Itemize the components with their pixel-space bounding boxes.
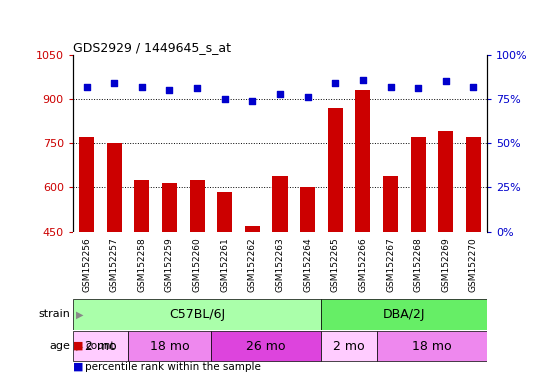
Text: GSM152266: GSM152266 [358, 237, 367, 292]
Text: 18 mo: 18 mo [150, 340, 189, 353]
Bar [73, 300, 321, 329]
Text: ■: ■ [73, 362, 87, 372]
Text: ▶: ▶ [76, 341, 83, 351]
Bar [73, 331, 128, 361]
Text: GSM152259: GSM152259 [165, 237, 174, 292]
Text: GSM152269: GSM152269 [441, 237, 450, 292]
Bar [162, 183, 177, 364]
Point [110, 80, 119, 86]
Bar [355, 90, 371, 364]
Bar [79, 137, 94, 364]
Text: GSM152265: GSM152265 [331, 237, 340, 292]
Bar [328, 108, 343, 364]
Text: GSM152260: GSM152260 [193, 237, 202, 292]
Text: GSM152262: GSM152262 [248, 237, 257, 291]
Text: 2 mo: 2 mo [85, 340, 116, 353]
Text: 18 mo: 18 mo [412, 340, 452, 353]
Text: ▶: ▶ [76, 310, 83, 319]
Text: GDS2929 / 1449645_s_at: GDS2929 / 1449645_s_at [73, 41, 231, 54]
Bar [134, 180, 150, 364]
Text: DBA/2J: DBA/2J [383, 308, 426, 321]
Point [82, 84, 91, 90]
Bar [466, 137, 481, 364]
Text: age: age [49, 341, 70, 351]
Text: 26 mo: 26 mo [246, 340, 286, 353]
Bar [438, 131, 454, 364]
Bar [106, 143, 122, 364]
Text: GSM152263: GSM152263 [276, 237, 284, 292]
Bar [128, 331, 211, 361]
Bar [217, 192, 232, 364]
Point [276, 91, 284, 97]
Point [331, 80, 340, 86]
Point [386, 84, 395, 90]
Text: GSM152261: GSM152261 [220, 237, 229, 292]
Point [303, 94, 312, 100]
Point [193, 85, 202, 91]
Point [358, 76, 367, 83]
Text: ■: ■ [73, 341, 87, 351]
Text: count: count [85, 341, 115, 351]
Text: 2 mo: 2 mo [333, 340, 365, 353]
Point [441, 78, 450, 84]
Bar [211, 331, 321, 361]
Point [248, 98, 257, 104]
Point [165, 87, 174, 93]
Point [414, 85, 423, 91]
Bar [321, 300, 487, 329]
Text: GSM152258: GSM152258 [137, 237, 146, 292]
Text: GSM152264: GSM152264 [303, 237, 312, 291]
Bar [383, 175, 398, 364]
Bar [321, 331, 377, 361]
Text: strain: strain [38, 310, 70, 319]
Text: C57BL/6J: C57BL/6J [169, 308, 225, 321]
Text: GSM152268: GSM152268 [414, 237, 423, 292]
Bar [410, 137, 426, 364]
Point [220, 96, 229, 102]
Text: GSM152267: GSM152267 [386, 237, 395, 292]
Text: percentile rank within the sample: percentile rank within the sample [85, 362, 261, 372]
Point [469, 84, 478, 90]
Bar [300, 187, 315, 364]
Bar [189, 180, 205, 364]
Point [137, 84, 146, 90]
Bar [377, 331, 487, 361]
Text: GSM152270: GSM152270 [469, 237, 478, 292]
Text: GSM152256: GSM152256 [82, 237, 91, 292]
Text: GSM152257: GSM152257 [110, 237, 119, 292]
Bar [245, 226, 260, 364]
Bar [272, 175, 288, 364]
